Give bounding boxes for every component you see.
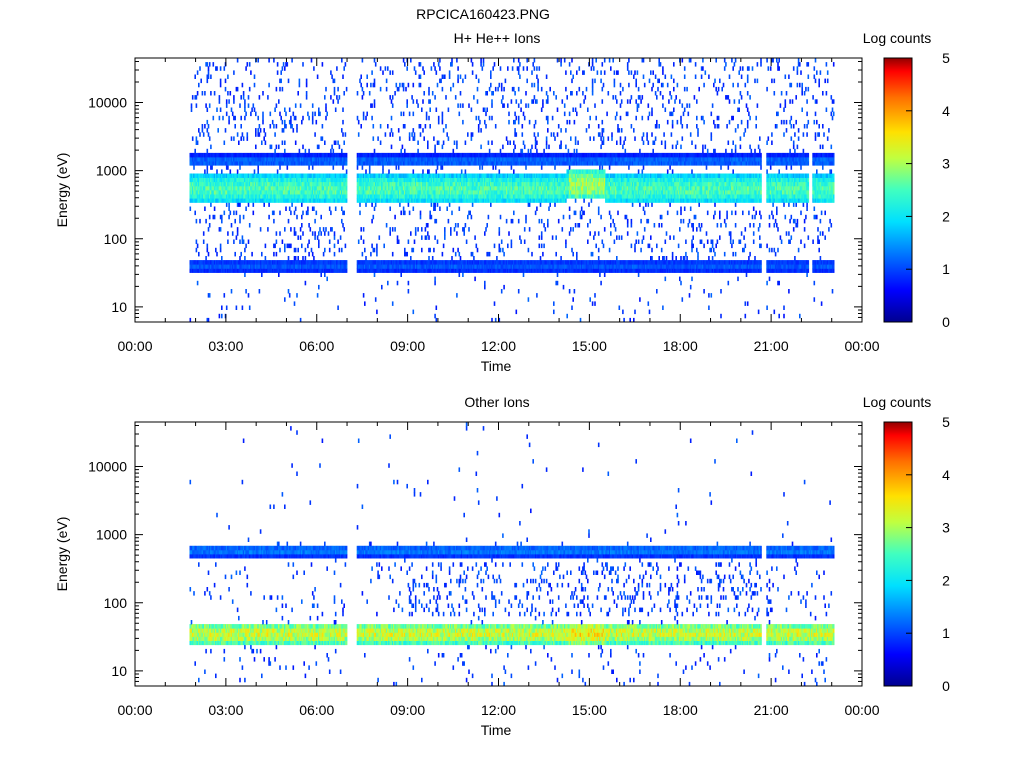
colorbar-label: Log counts [863,394,932,410]
x-axis-label: Time [481,722,512,738]
x-tick-label: 12:00 [481,338,516,354]
x-tick-label: 06:00 [299,702,334,718]
colorbar-tick-label: 1 [942,625,950,641]
y-tick-label: 100 [104,595,128,611]
x-tick-label: 00:00 [844,702,879,718]
x-tick-label: 09:00 [390,702,425,718]
panel-title: H+ He++ Ions [454,30,541,46]
x-tick-label: 00:00 [844,338,879,354]
y-tick-label: 1000 [96,527,127,543]
spectrogram-heatmap [189,58,835,323]
y-tick-label: 10000 [88,459,127,475]
panel-title: Other Ions [464,394,529,410]
x-tick-label: 15:00 [572,338,607,354]
colorbar [883,421,913,687]
colorbar [883,57,913,323]
y-tick-label: 1000 [96,163,127,179]
y-tick-label: 10 [111,663,127,679]
y-tick-label: 10 [111,299,127,315]
y-tick-label: 10000 [88,95,127,111]
y-axis-label: Energy (eV) [54,153,70,228]
figure-title: RPCICA160423.PNG [416,6,550,22]
colorbar-tick-label: 5 [942,414,950,430]
panel-h-he-ions: H+ He++ Ions Log counts Energy (eV) Time… [54,30,950,374]
x-tick-label: 21:00 [754,338,789,354]
x-tick-label: 09:00 [390,338,425,354]
x-tick-label: 03:00 [208,338,243,354]
x-tick-label: 06:00 [299,338,334,354]
x-axis-label: Time [481,358,512,374]
colorbar-tick-label: 3 [942,156,950,172]
colorbar-tick-label: 4 [942,103,950,119]
x-tick-label: 00:00 [117,338,152,354]
colorbar-tick-label: 1 [942,261,950,277]
x-tick-label: 00:00 [117,702,152,718]
colorbar-tick-label: 4 [942,467,950,483]
spectrogram-heatmap [189,422,835,687]
colorbar-tick-label: 3 [942,520,950,536]
y-tick-label: 100 [104,231,128,247]
colorbar-tick-label: 2 [942,572,950,588]
colorbar-tick-label: 2 [942,208,950,224]
x-tick-label: 15:00 [572,702,607,718]
colorbar-tick-label: 0 [942,314,950,330]
colorbar-tick-label: 0 [942,678,950,694]
colorbar-label: Log counts [863,30,932,46]
x-tick-label: 03:00 [208,702,243,718]
x-tick-label: 18:00 [663,338,698,354]
x-tick-label: 12:00 [481,702,516,718]
x-tick-label: 18:00 [663,702,698,718]
x-tick-label: 21:00 [754,702,789,718]
panel-other-ions: Other Ions Log counts Energy (eV) Time 1… [54,394,950,738]
y-axis-label: Energy (eV) [54,517,70,592]
colorbar-tick-label: 5 [942,50,950,66]
